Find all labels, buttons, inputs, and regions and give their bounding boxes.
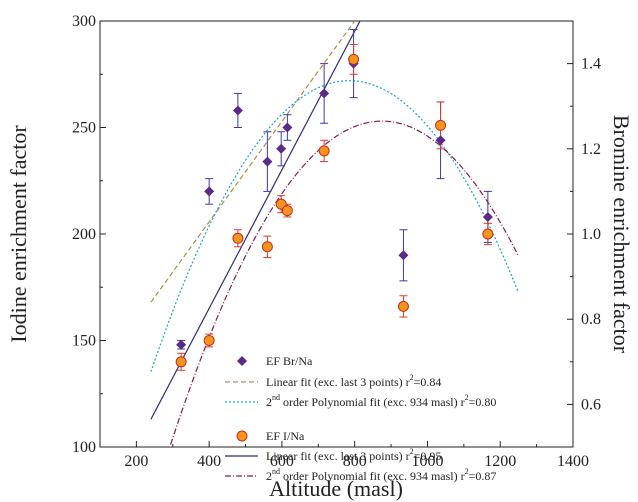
y-right-tick-label: 0.8 (581, 311, 601, 328)
legend-r2-br-linear: =0.84 (414, 375, 442, 389)
legend-sup-nd-b: nd (272, 467, 280, 476)
i-point (261, 241, 273, 253)
x-tick-label: 1200 (484, 453, 516, 470)
i-point (435, 119, 447, 131)
legend-label-i: EF I/Na (266, 429, 305, 443)
y-left-axis-title: Iodine enrichment factor (6, 125, 31, 343)
x-tick-label: 1000 (411, 453, 443, 470)
legend-sup-2-c: 2 (410, 447, 414, 456)
axes: 200 400 600 800 1000 1200 1400 100 150 200 250 300 0… (72, 13, 601, 470)
legend-sup-2-d: 2 (465, 467, 469, 476)
legend-sup-2-b: 2 (465, 393, 469, 402)
br-point (435, 135, 446, 146)
legend-label-br-linear: Linear fit (exc. last 3 points) r2=0.84 (266, 373, 441, 389)
legend-sup-2-a: 2 (410, 373, 414, 382)
legend-label-br: EF Br/Na (266, 354, 313, 368)
x-axis-title: Altitude (masl) (269, 476, 403, 501)
legend-r2-br-poly: =0.80 (469, 395, 497, 409)
legend-label-br-poly: 2nd order Polynomial fit (exc. 934 masl)… (266, 393, 496, 409)
i-point (175, 356, 187, 368)
y-left-tick-label: 100 (72, 439, 96, 456)
i-point (281, 205, 293, 217)
br-point (262, 156, 273, 167)
y-right-tick-label: 1.0 (581, 226, 601, 243)
fit-line-2 (150, 80, 519, 372)
y-left-tick-label: 200 (72, 226, 96, 243)
legend-label-i-poly: 2nd order Polynomial fit (exc. 934 masl)… (266, 467, 496, 483)
x-tick-label: 200 (124, 453, 148, 470)
br-point (482, 211, 493, 222)
y-right-tick-label: 1.4 (581, 56, 601, 73)
x-tick-label: 800 (343, 453, 367, 470)
y-right-tick-label: 0.6 (581, 396, 601, 413)
legend-sup-nd-a: nd (272, 393, 280, 402)
br-point (319, 88, 330, 99)
legend-pre-br-poly: 2 (266, 395, 272, 409)
x-tick-label: 1400 (557, 453, 589, 470)
y-left-tick-label: 250 (72, 120, 96, 137)
i-point (203, 335, 215, 346)
fit-line-4 (169, 120, 519, 447)
br-point (204, 186, 215, 197)
legend: EF Br/Na Linear fit (exc. last 3 points)… (225, 354, 496, 483)
legend-text-br-linear: Linear fit (exc. last 3 points) r (266, 375, 410, 389)
legend-r2-i-linear: =0.95 (414, 449, 442, 463)
fit-lines (150, 21, 519, 447)
i-point (482, 228, 494, 240)
br-point (398, 250, 409, 261)
legend-text-i-poly: order Polynomial fit (exc. 934 masl) r (280, 469, 465, 483)
i-point (348, 53, 360, 65)
legend-marker-br (237, 356, 247, 366)
legend-text-i-linear: Linear fit (exc. last 3 points) r (266, 449, 410, 463)
br-point (232, 105, 243, 116)
y-left-tick-label: 150 (72, 333, 96, 350)
data-markers (175, 53, 494, 368)
legend-marker-i (236, 430, 248, 442)
br-point (282, 122, 293, 133)
i-point (232, 232, 244, 244)
y-right-tick-label: 1.2 (581, 141, 601, 158)
x-tick-label: 400 (197, 453, 221, 470)
i-point (318, 145, 330, 157)
legend-text-br-poly: order Polynomial fit (exc. 934 masl) r (280, 395, 465, 409)
legend-label-i-linear: Linear fit (exc. last 3 points) r2=0.95 (266, 447, 441, 463)
fit-line-1 (150, 21, 356, 303)
legend-pre-i-poly: 2 (266, 469, 272, 483)
legend-r2-i-poly: =0.87 (469, 469, 497, 483)
br-point (176, 339, 187, 350)
y-left-tick-label: 300 (72, 13, 96, 30)
error-bars (177, 29, 492, 371)
y-right-axis-title: Bromine enrichment factor (609, 115, 634, 354)
fit-line-3 (150, 21, 361, 420)
br-point (276, 143, 287, 154)
i-point (397, 300, 409, 312)
x-tick-label: 600 (270, 453, 294, 470)
